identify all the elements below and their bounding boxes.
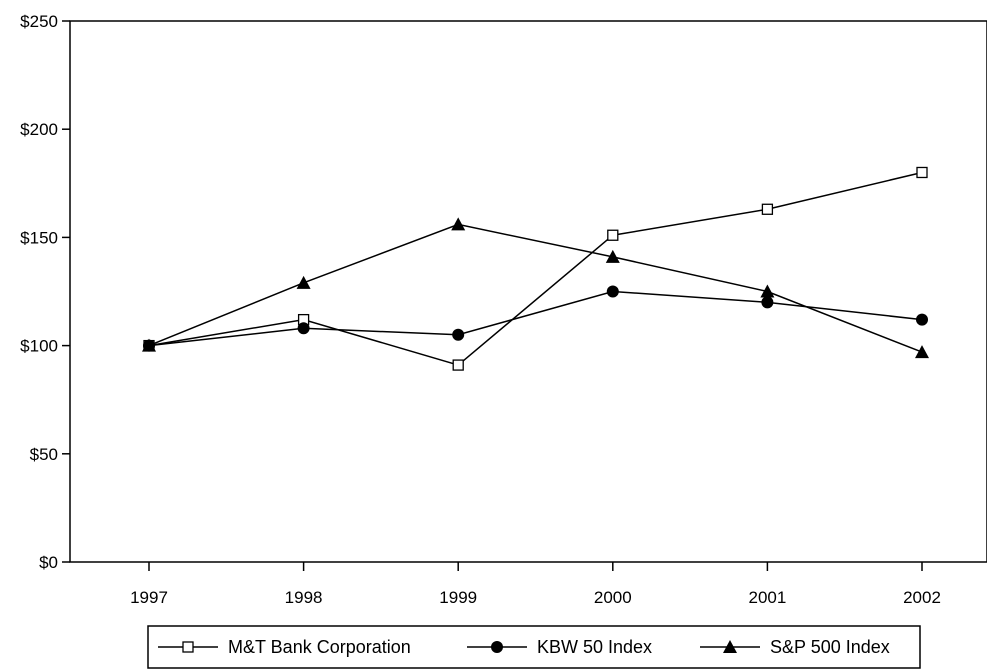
data-point [452,359,464,371]
series-line [148,290,923,347]
x-tick-label: 1998 [285,588,323,607]
legend-label: KBW 50 Index [537,637,652,657]
y-tick-label: $0 [39,553,58,572]
legend-entry-0: M&T Bank Corporation [158,637,411,657]
data-point [297,322,310,335]
legend-label: M&T Bank Corporation [228,637,411,657]
legend-entry-2: S&P 500 Index [700,637,890,657]
series-line [148,223,923,353]
data-point [607,229,619,241]
data-point [761,296,774,309]
data-point [451,217,466,231]
legend: M&T Bank Corporation KBW 50 Index S&P 500 … [147,625,921,669]
legend-label: S&P 500 Index [770,637,890,657]
series-line [148,171,923,366]
y-tick-label: $100 [20,337,58,356]
legend-marker [182,641,194,653]
legend-frame [147,625,921,669]
data-point [142,338,156,352]
x-tick-label: 2000 [594,588,632,607]
y-tick-label: $250 [20,12,58,31]
x-axis: 1997 1998 1999 2000 2001 2002 [130,562,941,607]
data-point [761,203,774,215]
y-tick-label: $50 [30,445,58,464]
series-layer [142,166,929,371]
x-tick-label: 1997 [130,588,168,607]
x-tick-label: 2001 [748,588,786,607]
y-axis: $0 $50 $100 $150 $200 $250 [20,12,70,572]
data-point [605,249,620,263]
series-2 [142,217,929,359]
legend-marker [491,641,503,653]
legend-entry-1: KBW 50 Index [467,637,652,657]
series-1 [143,285,928,352]
legend-marker [723,640,737,653]
x-tick-label: 2002 [903,588,941,607]
data-point [296,275,311,289]
data-point [606,285,619,298]
data-point [916,313,928,326]
series-0 [143,166,928,371]
plot-area-frame [69,20,987,563]
data-point [915,345,929,359]
data-point [916,166,928,179]
x-tick-label: 1999 [439,588,477,607]
y-tick-label: $200 [20,120,58,139]
y-tick-label: $150 [20,228,58,247]
data-point [760,284,775,298]
data-point [452,328,465,341]
